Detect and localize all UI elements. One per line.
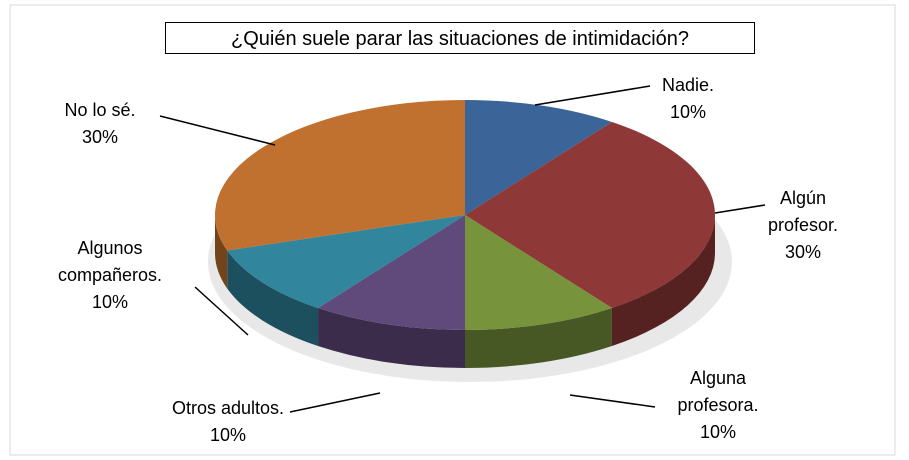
slice-label: Otros adultos. — [171, 398, 285, 418]
slice-label: No lo sé. — [64, 100, 136, 120]
slice-value-label: 30% — [784, 242, 822, 262]
slice-side — [465, 308, 612, 368]
slice-label: Nadie. — [661, 75, 715, 95]
slice-side — [227, 250, 319, 347]
slice — [465, 215, 612, 330]
slice-value-label: 10% — [91, 292, 129, 312]
slice — [318, 215, 465, 330]
leader-line — [534, 85, 651, 106]
slice-side — [215, 215, 228, 289]
slice-value-label: 30% — [81, 127, 119, 147]
leader-line — [159, 115, 276, 146]
slice-value-label: 10% — [699, 422, 737, 442]
chart-title: ¿Quién suele parar las situaciones de in… — [165, 22, 755, 54]
slice — [465, 100, 612, 215]
leader-line — [289, 392, 381, 413]
leader-line — [569, 394, 656, 408]
slice-value-label: 10% — [669, 102, 707, 122]
slice — [215, 100, 465, 251]
slice — [465, 121, 715, 309]
slice-side — [318, 308, 465, 368]
slice-label: Algún profesor. — [767, 188, 839, 235]
slice — [227, 215, 465, 309]
slice-label: Alguna profesora. — [677, 368, 759, 415]
slice-label: Algunos compañeros. — [57, 238, 163, 285]
leader-line — [714, 204, 766, 214]
slice-side — [611, 215, 715, 347]
leader-line — [194, 286, 249, 336]
slice-value-label: 10% — [209, 425, 247, 445]
